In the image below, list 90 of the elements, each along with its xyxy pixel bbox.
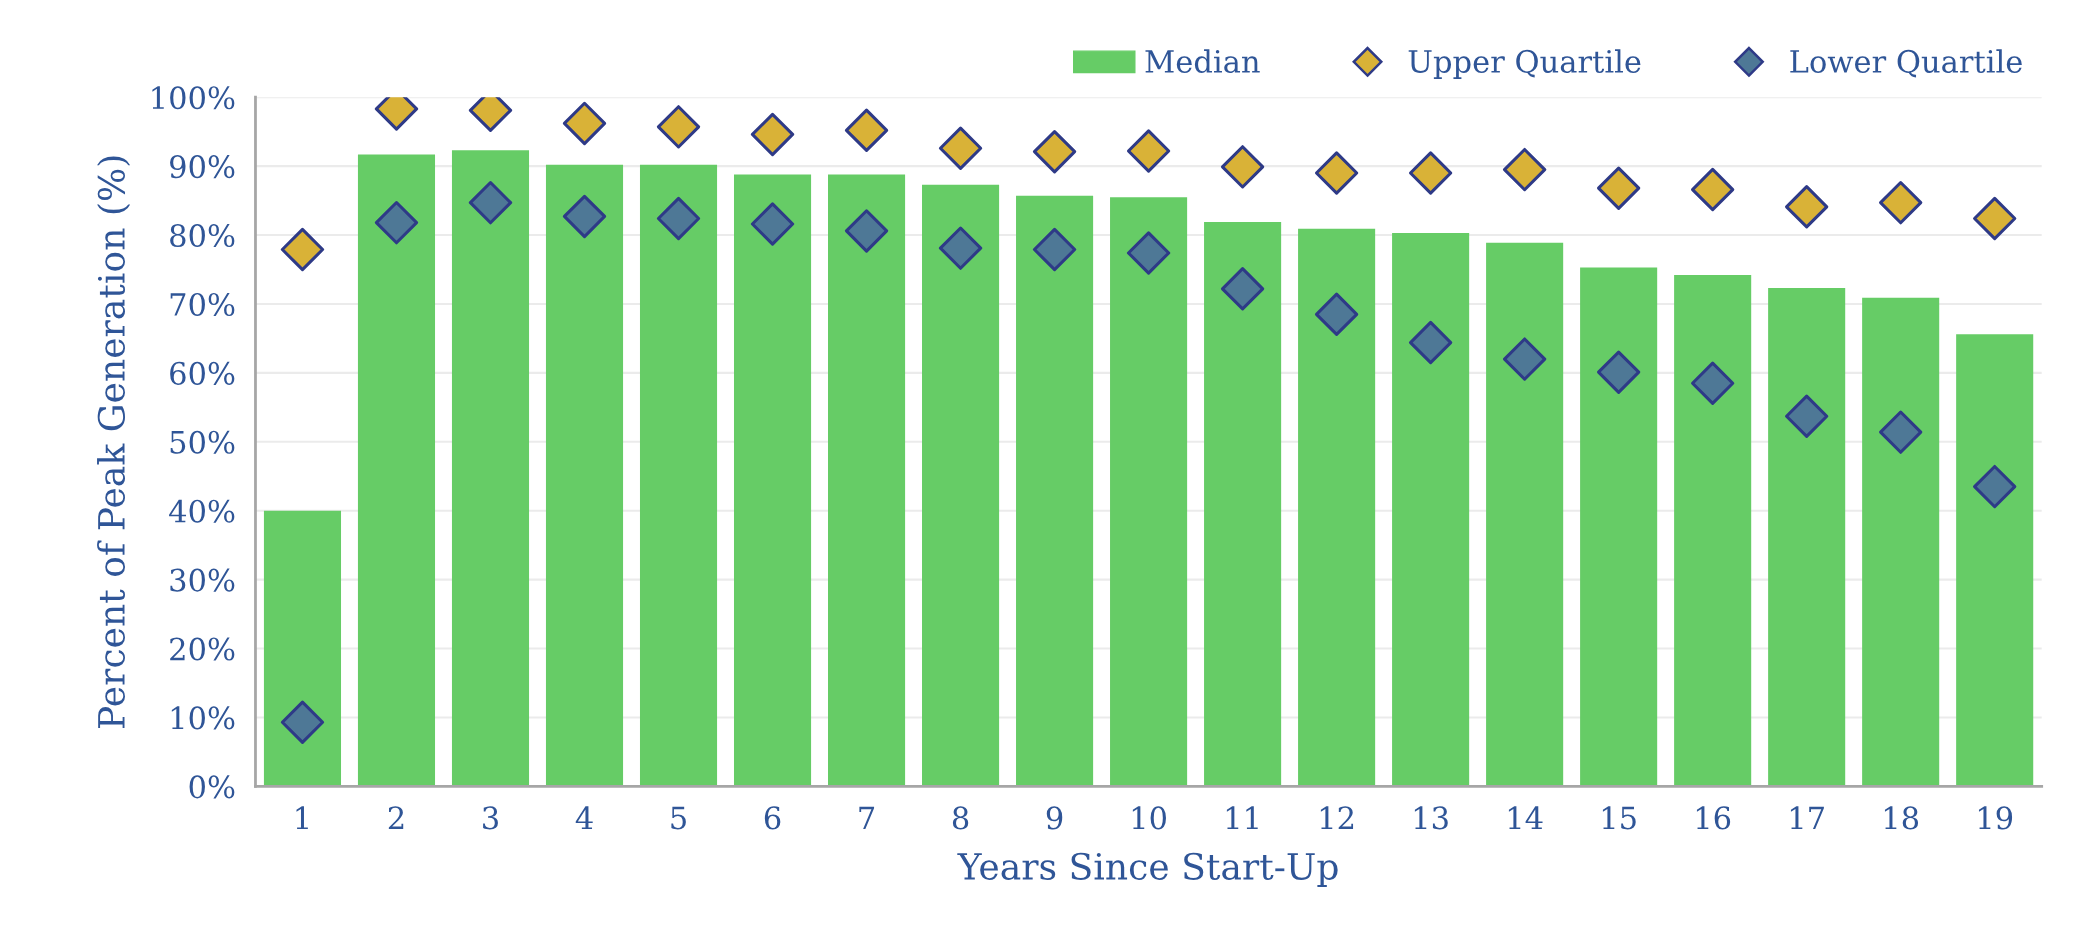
bar bbox=[1110, 197, 1188, 787]
x-tick-label: 1 bbox=[296, 806, 308, 830]
y-axis-title: Percent of Peak Generation (%) bbox=[97, 156, 131, 728]
bar bbox=[1674, 275, 1752, 787]
point bbox=[1785, 394, 1829, 438]
point bbox=[562, 101, 607, 146]
bar bbox=[545, 164, 624, 787]
point bbox=[1032, 227, 1077, 272]
x-tick-label: 17 bbox=[1790, 806, 1824, 830]
point bbox=[1032, 130, 1077, 174]
bar bbox=[639, 164, 718, 787]
point bbox=[1879, 410, 1923, 454]
point bbox=[750, 112, 795, 157]
point bbox=[562, 194, 607, 239]
point bbox=[1408, 320, 1453, 365]
x-tick-label: 4 bbox=[575, 806, 593, 830]
y-tick-label: 90% bbox=[170, 155, 235, 179]
x-tick-label: 16 bbox=[1696, 806, 1731, 830]
y-tick-label: 100% bbox=[152, 86, 235, 110]
point bbox=[1314, 151, 1359, 195]
legend-label: Upper Quartile bbox=[1408, 49, 1641, 79]
bar bbox=[1956, 334, 2034, 787]
bar bbox=[451, 150, 530, 787]
bar bbox=[1862, 297, 1940, 787]
point bbox=[1220, 267, 1265, 311]
y-tick-label: 70% bbox=[170, 292, 235, 317]
x-tick-label: 3 bbox=[483, 806, 498, 830]
y-tick-label: 20% bbox=[170, 637, 235, 661]
bar bbox=[1016, 195, 1094, 787]
point bbox=[1126, 129, 1171, 173]
legend-label: Median bbox=[1145, 49, 1260, 73]
y-tick-label: 0% bbox=[189, 775, 235, 799]
y-tick-label: 10% bbox=[171, 706, 235, 730]
point bbox=[1314, 292, 1359, 336]
x-tick-label: 5 bbox=[671, 806, 686, 830]
point bbox=[1126, 231, 1171, 275]
x-tick-label: 10 bbox=[1132, 806, 1166, 830]
x-tick-label: 9 bbox=[1046, 806, 1063, 830]
x-tick-label: 6 bbox=[764, 806, 781, 830]
point bbox=[280, 227, 325, 272]
bar bbox=[828, 174, 906, 787]
bar bbox=[1486, 242, 1564, 787]
x-tick-label: 19 bbox=[1978, 806, 2013, 830]
point bbox=[1691, 361, 1735, 405]
x-tick-label: 12 bbox=[1320, 806, 1354, 830]
y-tick-label: 40% bbox=[169, 499, 235, 523]
legend-label: Lower Quartile bbox=[1790, 49, 2022, 78]
point bbox=[844, 108, 889, 152]
point bbox=[374, 200, 419, 245]
point bbox=[1502, 147, 1547, 192]
point bbox=[1220, 145, 1265, 189]
point bbox=[1596, 166, 1641, 210]
point bbox=[1596, 350, 1641, 394]
bar bbox=[357, 154, 436, 787]
point bbox=[468, 181, 513, 225]
point bbox=[280, 700, 325, 744]
x-tick-label: 13 bbox=[1414, 806, 1448, 830]
point bbox=[1879, 181, 1923, 225]
point bbox=[1973, 196, 2017, 241]
point bbox=[1785, 185, 1829, 229]
x-tick-label: 8 bbox=[952, 806, 969, 830]
point bbox=[750, 202, 795, 246]
point bbox=[938, 226, 983, 270]
bar bbox=[922, 184, 1000, 787]
y-tick-label: 30% bbox=[170, 568, 235, 592]
bar bbox=[1392, 232, 1470, 787]
x-axis-title: Years Since Start-Up bbox=[957, 852, 1338, 887]
x-tick-label: 18 bbox=[1884, 806, 1919, 830]
point bbox=[1973, 464, 2017, 509]
point bbox=[656, 196, 701, 241]
x-tick-label: 7 bbox=[859, 806, 875, 830]
bar bbox=[263, 510, 342, 787]
bar bbox=[733, 174, 812, 787]
bar bbox=[1580, 267, 1658, 787]
bar bbox=[1204, 221, 1282, 787]
point bbox=[938, 126, 983, 170]
point bbox=[656, 105, 701, 149]
point bbox=[1408, 151, 1453, 195]
y-tick-label: 60% bbox=[170, 361, 235, 385]
x-tick-label: 15 bbox=[1602, 806, 1636, 830]
x-tick-label: 14 bbox=[1508, 806, 1543, 830]
y-tick-label: 50% bbox=[170, 430, 235, 454]
point bbox=[1691, 167, 1735, 212]
point bbox=[844, 209, 889, 253]
x-tick-label: 11 bbox=[1226, 806, 1258, 830]
bar bbox=[1298, 228, 1376, 787]
x-tick-label: 2 bbox=[388, 806, 404, 830]
bar bbox=[1768, 288, 1846, 787]
point bbox=[1502, 337, 1547, 381]
y-tick-label: 80% bbox=[170, 223, 235, 248]
